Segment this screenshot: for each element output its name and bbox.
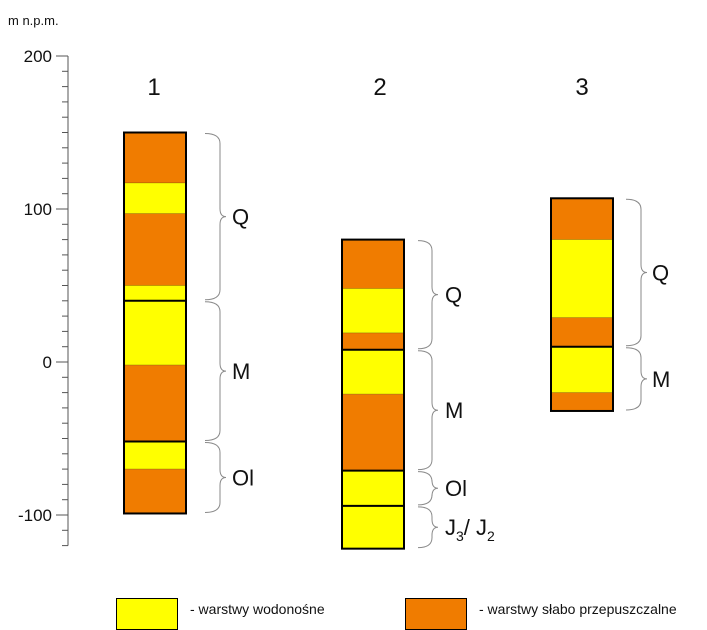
layer-aquitard [550,392,614,412]
layer-aquifer [341,505,405,549]
unit-label: Ol [445,476,467,501]
unit-brace [204,442,227,513]
column-outline [123,131,187,515]
legend-aquitard: - warstwy słabo przepuszczalne [405,598,677,630]
axis-tick-label: 200 [24,47,52,66]
layer-aquifer [341,470,405,507]
layer-aquifer [550,346,614,393]
layer-aquitard [550,317,614,348]
legend-swatch-aquifer [116,598,178,630]
layer-aquifer [341,349,405,395]
axis-tick-label: -100 [18,506,52,525]
layer-aquitard [123,132,187,184]
layer-aquitard [341,393,405,471]
legend-aquifer: - warstwy wodonośne [116,598,325,630]
layer-aquitard [550,197,614,240]
unit-label: Ol [232,466,254,491]
unit-brace [417,506,439,549]
layer-aquifer [123,441,187,470]
unit-label-subscript: 2 [487,528,495,544]
axis-unit-label: m n.p.m. [8,13,59,28]
axis-tick-label: 0 [43,353,52,372]
unit-brace [417,350,439,471]
unit-brace [204,301,227,442]
unit-label: M [445,398,463,423]
layer-aquitard [341,332,405,351]
layer-aquitard [123,364,187,442]
unit-brace [625,347,648,411]
layer-aquitard [123,468,187,514]
column-label-1: 1 [147,74,160,101]
unit-brace [417,471,439,506]
unit-label: M [232,359,250,384]
layer-aquifer [341,288,405,334]
layer-aquifer [123,182,187,214]
legend-swatch-aquitard [405,598,467,630]
layer-aquitard [341,239,405,289]
layer-aquifer [123,300,187,366]
unit-brace [204,133,227,301]
unit-brace [417,240,439,350]
unit-brace [625,198,648,347]
unit-label: Q [232,205,249,230]
legend-label-aquitard: - warstwy słabo przepuszczalne [479,601,677,617]
column-outline [341,238,405,550]
column-label-2: 2 [373,74,386,101]
layer-aquifer [123,285,187,302]
column-label-3: 3 [575,74,588,101]
unit-label: Q [445,283,462,308]
unit-label-subscript: 3 [456,528,464,544]
axis-tick-label: 100 [24,200,52,219]
unit-label-part2: / J [464,515,487,540]
unit-label: M [652,367,670,392]
unit-label: J3/ J2 [445,515,495,544]
layer-aquitard [123,213,187,286]
legend-label-aquifer: - warstwy wodonośne [190,601,325,617]
unit-label: Q [652,260,669,285]
column-outline [550,197,614,412]
layer-aquifer [550,239,614,318]
